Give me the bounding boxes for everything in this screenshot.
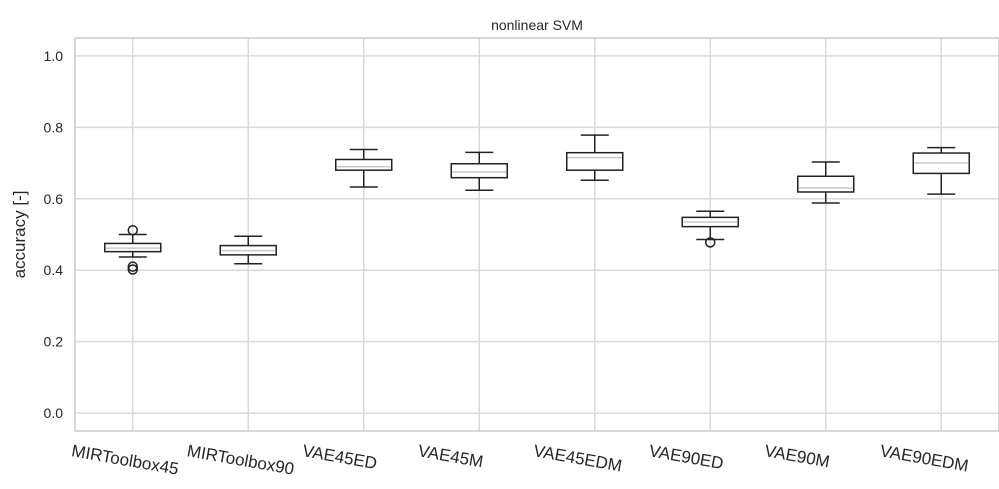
x-tick-label: VAE45ED xyxy=(301,441,378,473)
y-tick-label: 0.8 xyxy=(44,119,64,135)
x-tick-label: VAE45M xyxy=(417,441,485,471)
x-tick-label: VAE90EDM xyxy=(879,441,970,475)
box-iqr xyxy=(335,158,393,171)
y-tick-label: 1.0 xyxy=(44,48,64,64)
x-tick-label: MIRToolbox45 xyxy=(70,441,180,479)
box-VAE45EDM xyxy=(566,134,624,181)
x-tick-labels: MIRToolbox45 MIRToolbox90 VAE45ED VAE45M VAE… xyxy=(70,441,970,479)
plot-frame xyxy=(74,37,999,432)
y-tick-label: 0.6 xyxy=(44,191,64,207)
y-tick-labels: 0.0 0.2 0.4 0.6 0.8 1.0 xyxy=(44,48,64,421)
x-tick-label: VAE90M xyxy=(763,441,831,471)
box-MIRToolbox90 xyxy=(219,235,277,265)
box-iqr xyxy=(566,151,624,171)
x-tick-label: VAE90ED xyxy=(648,441,725,473)
box-VAE90M xyxy=(797,161,855,204)
box-iqr xyxy=(797,175,855,193)
outlier-point xyxy=(127,264,138,275)
box-VAE45M xyxy=(450,151,508,191)
box-MIRToolbox45 xyxy=(104,224,162,275)
box-VAE90EDM xyxy=(912,146,970,195)
box-iqr xyxy=(450,163,508,179)
box-VAE90ED xyxy=(681,210,739,248)
y-tick-label: 0.0 xyxy=(44,405,64,421)
grid-layer xyxy=(75,38,999,431)
y-axis-label: accuracy [-] xyxy=(10,191,29,279)
chart-title: nonlinear SVM xyxy=(491,17,583,33)
x-tick-label: MIRToolbox90 xyxy=(186,441,296,479)
outlier-point xyxy=(705,237,716,248)
outlier-point xyxy=(127,261,138,272)
box-layer xyxy=(104,134,970,275)
y-tick-label: 0.2 xyxy=(44,334,64,350)
x-tick-label: VAE45EDM xyxy=(532,441,623,475)
box-VAE45ED xyxy=(335,148,393,188)
outlier-point xyxy=(127,224,138,236)
y-tick-label: 0.4 xyxy=(44,262,64,278)
